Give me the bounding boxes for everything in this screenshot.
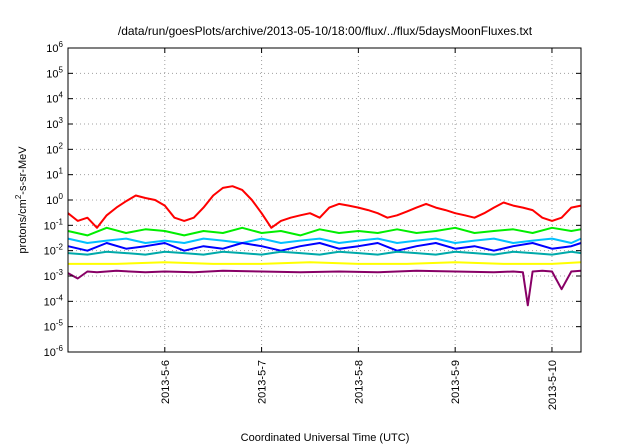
y-axis-label-exponent: 2	[14, 194, 23, 199]
series-line-1	[67, 226, 582, 237]
x-tick-label: 2013-5-8	[353, 360, 365, 404]
y-tick-label: 10-2	[44, 243, 64, 258]
series-layer	[67, 185, 582, 307]
y-tick-label: 10-4	[44, 293, 64, 308]
x-tick-label: 2013-5-7	[257, 360, 269, 404]
x-axis-label: Coordinated Universal Time (UTC)	[241, 432, 410, 444]
y-tick-label: 10-1	[44, 217, 64, 232]
y-tick-label: 101	[46, 167, 63, 182]
x-tick-label: 2013-5-9	[450, 360, 462, 404]
y-tick-label: 106	[46, 40, 63, 55]
x-tick-label: 2013-5-10	[547, 360, 559, 410]
series-line-2	[67, 237, 582, 244]
ticks	[68, 47, 581, 353]
y-tick-label: 105	[46, 65, 63, 80]
series-line-6	[67, 269, 582, 307]
series-line-3	[67, 242, 582, 252]
y-tick-label: 104	[46, 91, 63, 106]
y-tick-label: 10-5	[44, 319, 64, 334]
y-tick-label: 10-6	[44, 344, 64, 359]
series-line-4	[67, 250, 582, 256]
y-tick-label: 103	[46, 116, 63, 131]
chart-title: /data/run/goesPlots/archive/2013-05-10/1…	[118, 24, 533, 38]
grid	[68, 48, 581, 352]
x-tick-label: 2013-5-6	[160, 360, 172, 404]
y-tick-label: 10-3	[44, 268, 64, 283]
y-axis-label: protons/cm2-s-sr-MeV	[14, 146, 29, 254]
y-axis-label-rest: -s-sr-MeV	[17, 146, 29, 195]
y-tick-labels: 10-6 10-5 10-4 10-3 10-2 10-1 100 101 102 103 104 1…	[44, 40, 64, 359]
y-tick-label: 102	[46, 141, 63, 156]
x-tick-labels: 2013-5-6 2013-5-7 2013-5-8 2013-5-9 2013-5-1…	[160, 360, 559, 410]
y-axis-label-main: protons/cm	[17, 199, 29, 253]
y-tick-label: 100	[46, 192, 63, 207]
series-line-5	[68, 261, 582, 265]
series-line-0	[67, 185, 582, 229]
